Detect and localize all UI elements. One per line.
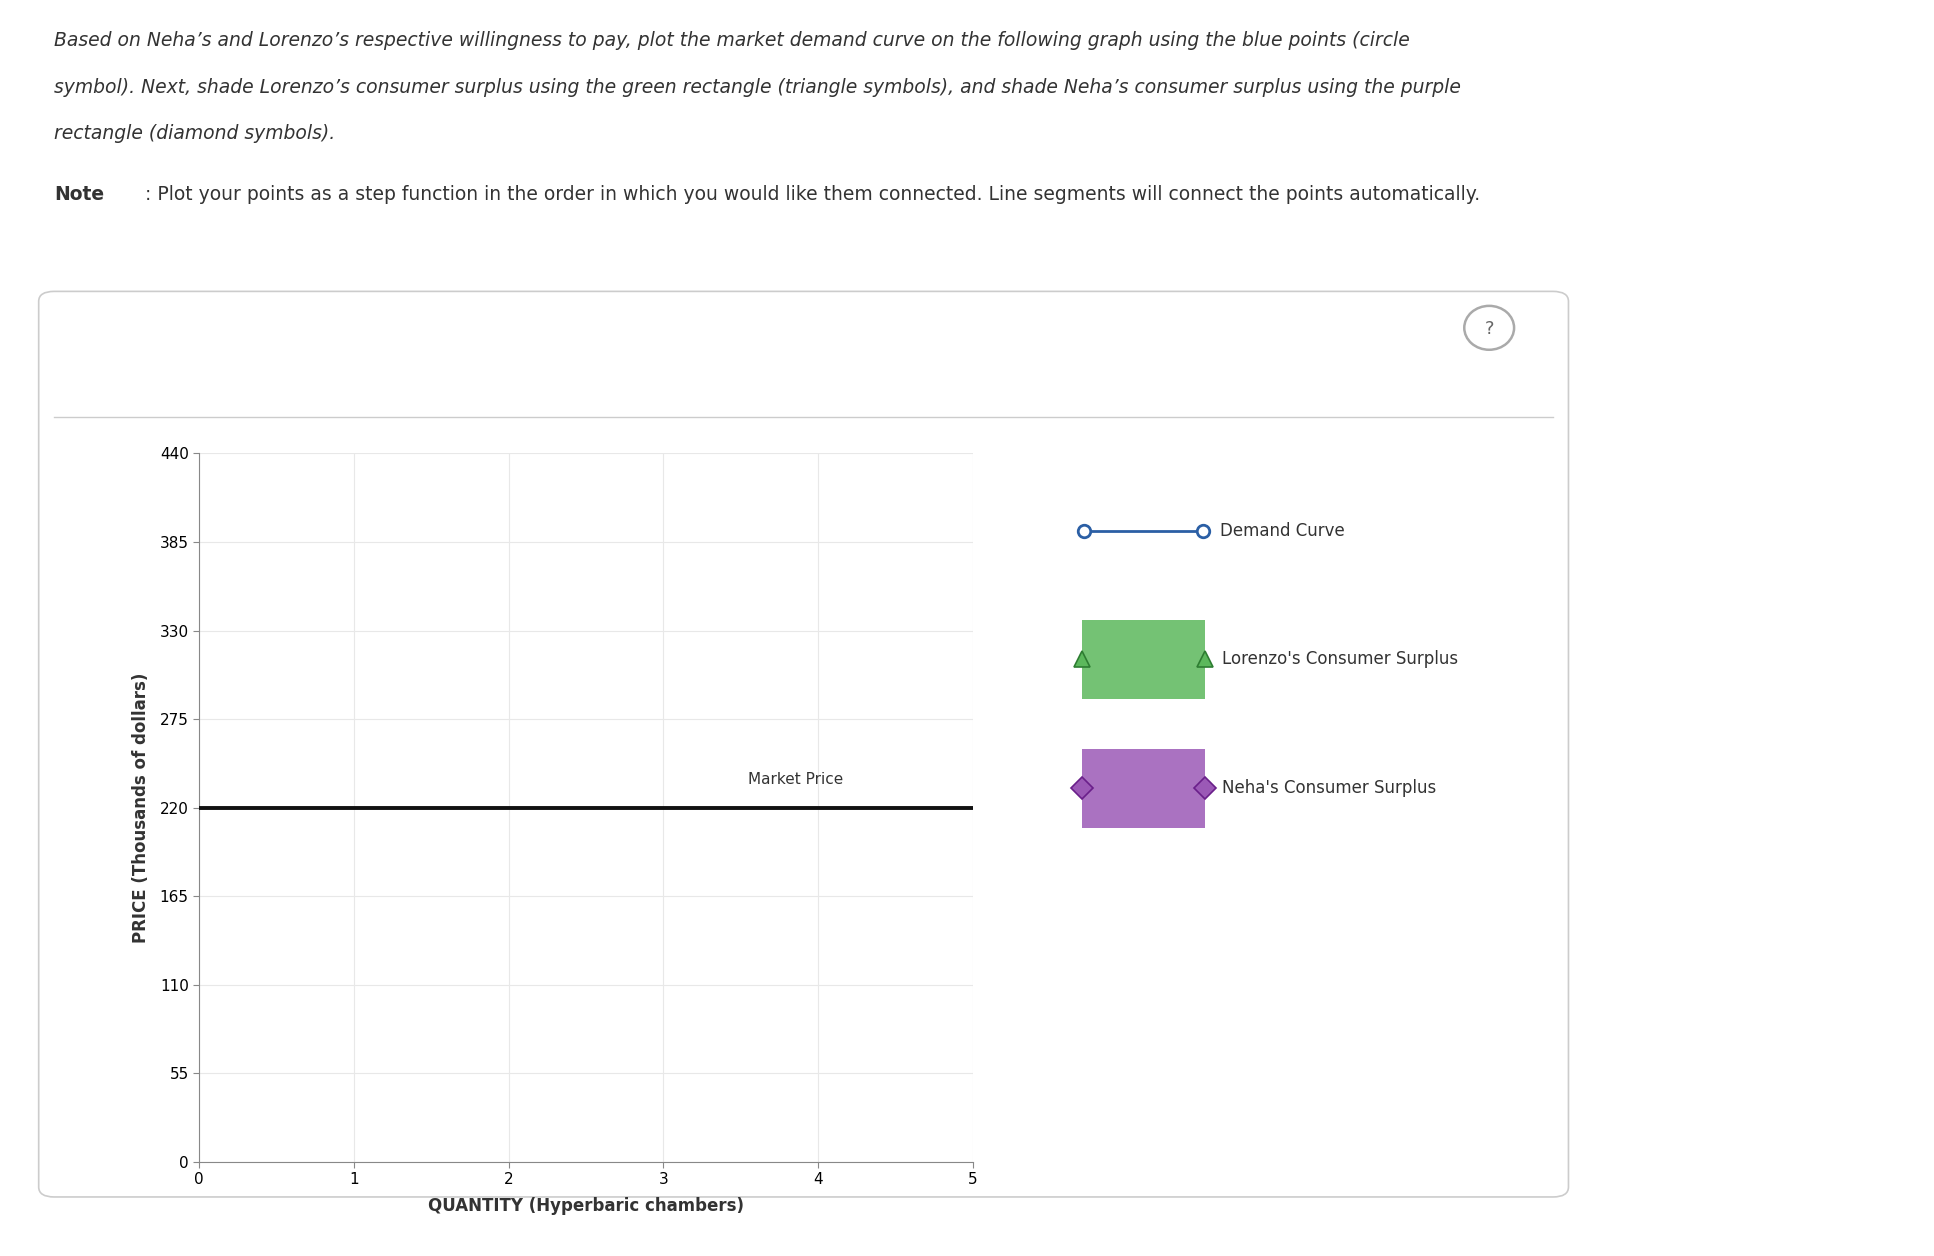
FancyBboxPatch shape	[1083, 750, 1205, 828]
Text: Demand Curve: Demand Curve	[1220, 521, 1346, 540]
Text: Market Price: Market Price	[748, 771, 843, 786]
Text: Lorenzo's Consumer Surplus: Lorenzo's Consumer Surplus	[1222, 651, 1458, 668]
Text: symbol). Next, shade Lorenzo’s consumer surplus using the green rectangle (trian: symbol). Next, shade Lorenzo’s consumer …	[54, 78, 1460, 97]
Text: ?: ?	[1485, 320, 1493, 338]
Text: : Plot your points as a step function in the order in which you would like them : : Plot your points as a step function in…	[145, 185, 1480, 203]
X-axis label: QUANTITY (Hyperbaric chambers): QUANTITY (Hyperbaric chambers)	[427, 1197, 745, 1215]
Y-axis label: PRICE (Thousands of dollars): PRICE (Thousands of dollars)	[132, 672, 151, 943]
Text: Neha's Consumer Surplus: Neha's Consumer Surplus	[1222, 780, 1437, 798]
FancyBboxPatch shape	[1083, 620, 1205, 698]
Text: rectangle (diamond symbols).: rectangle (diamond symbols).	[54, 124, 335, 143]
Text: Note: Note	[54, 185, 104, 203]
Text: Based on Neha’s and Lorenzo’s respective willingness to pay, plot the market dem: Based on Neha’s and Lorenzo’s respective…	[54, 31, 1410, 50]
